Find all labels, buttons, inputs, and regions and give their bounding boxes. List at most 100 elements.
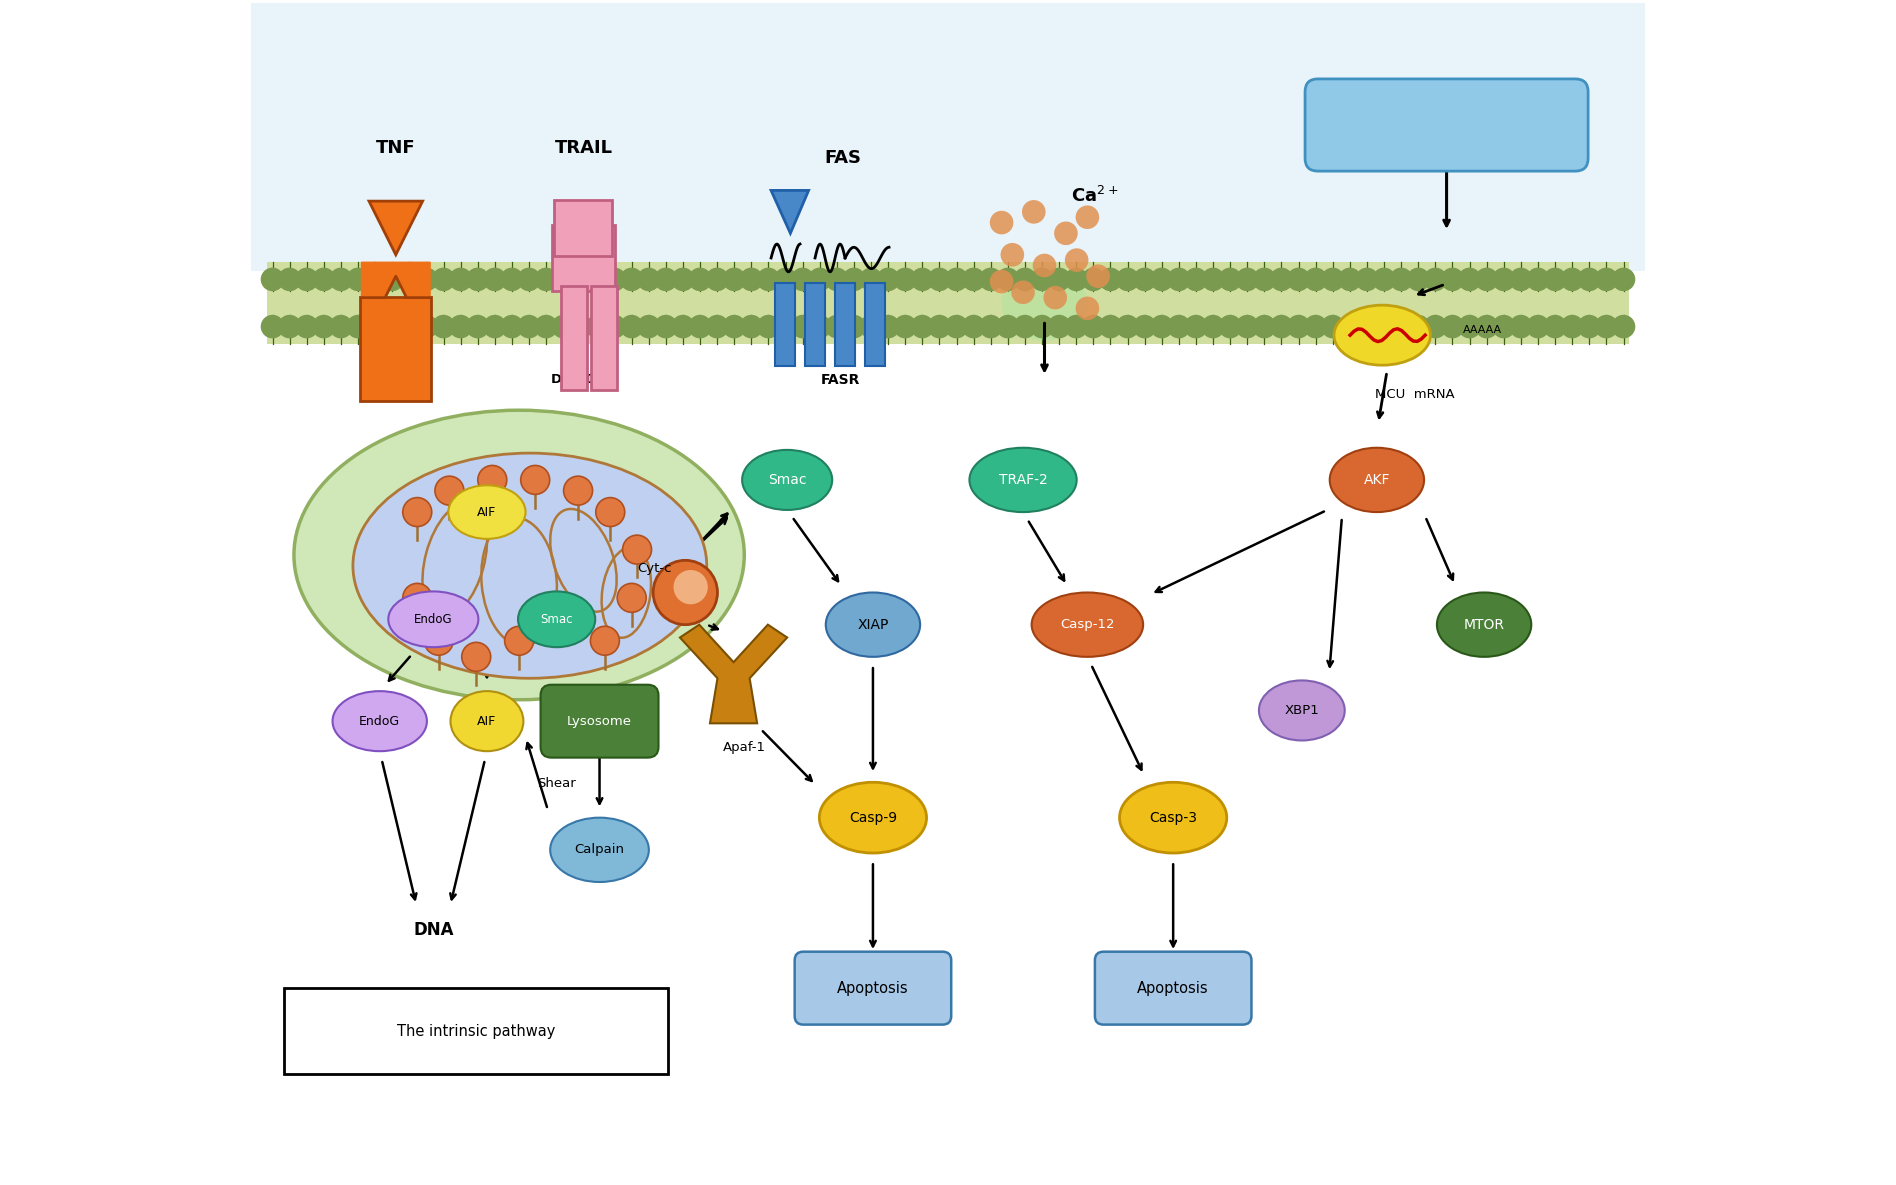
Circle shape [586, 315, 609, 339]
Circle shape [1543, 268, 1566, 292]
Text: DNA: DNA [413, 921, 453, 940]
Circle shape [1064, 315, 1088, 339]
Text: The intrinsic pathway: The intrinsic pathway [396, 1024, 556, 1038]
Polygon shape [362, 262, 430, 297]
Circle shape [313, 315, 336, 339]
Circle shape [586, 268, 609, 292]
Text: Ca$^{2+}$: Ca$^{2+}$ [1071, 186, 1119, 206]
Text: Smac: Smac [540, 613, 573, 626]
Text: Calpain: Calpain [574, 844, 624, 857]
Circle shape [1373, 315, 1395, 339]
Circle shape [1033, 254, 1056, 277]
Text: Apoptosis: Apoptosis [1138, 981, 1210, 995]
Circle shape [518, 315, 540, 339]
Circle shape [552, 315, 574, 339]
Circle shape [1424, 315, 1447, 339]
Circle shape [552, 268, 574, 292]
Circle shape [603, 268, 626, 292]
Circle shape [791, 315, 815, 339]
Circle shape [1356, 268, 1378, 292]
Circle shape [262, 268, 284, 292]
Circle shape [893, 268, 918, 292]
Circle shape [654, 315, 677, 339]
Circle shape [990, 270, 1012, 294]
Circle shape [296, 268, 319, 292]
Circle shape [1151, 268, 1174, 292]
Ellipse shape [819, 782, 927, 853]
Circle shape [1202, 268, 1225, 292]
Circle shape [1030, 315, 1054, 339]
Text: EndoG: EndoG [413, 613, 453, 626]
Circle shape [535, 315, 557, 339]
Circle shape [279, 315, 301, 339]
Circle shape [978, 315, 1003, 339]
Text: Compression: Compression [1392, 117, 1502, 133]
Circle shape [501, 268, 523, 292]
Circle shape [859, 315, 884, 339]
Circle shape [620, 268, 643, 292]
Circle shape [637, 268, 660, 292]
Circle shape [978, 268, 1003, 292]
Ellipse shape [969, 448, 1077, 512]
Text: Casp-3: Casp-3 [1149, 811, 1196, 825]
Circle shape [1475, 268, 1498, 292]
Circle shape [1509, 268, 1532, 292]
Circle shape [774, 315, 798, 339]
Circle shape [1043, 286, 1067, 309]
Circle shape [569, 315, 592, 339]
Circle shape [1509, 315, 1532, 339]
Circle shape [927, 315, 952, 339]
Circle shape [466, 268, 489, 292]
Ellipse shape [1119, 782, 1227, 853]
Circle shape [1424, 268, 1447, 292]
Text: MTOR: MTOR [1464, 617, 1505, 632]
Circle shape [1011, 281, 1035, 305]
Circle shape [1236, 315, 1259, 339]
Circle shape [425, 627, 453, 655]
Circle shape [262, 315, 284, 339]
Circle shape [1577, 268, 1600, 292]
Ellipse shape [1437, 592, 1532, 656]
Circle shape [893, 315, 918, 339]
Circle shape [1115, 268, 1139, 292]
Circle shape [1185, 315, 1208, 339]
Circle shape [739, 268, 762, 292]
Circle shape [876, 268, 901, 292]
Circle shape [449, 268, 472, 292]
Circle shape [432, 268, 455, 292]
Text: AAAAA: AAAAA [1462, 325, 1502, 335]
Circle shape [722, 315, 745, 339]
Circle shape [1064, 268, 1088, 292]
Text: TRAIL: TRAIL [554, 139, 612, 156]
Text: XBP1: XBP1 [1284, 704, 1320, 717]
FancyBboxPatch shape [552, 225, 614, 292]
Ellipse shape [389, 591, 478, 647]
FancyBboxPatch shape [806, 283, 825, 366]
Circle shape [808, 268, 832, 292]
Circle shape [1030, 268, 1054, 292]
Circle shape [313, 268, 336, 292]
Circle shape [590, 627, 620, 655]
Circle shape [652, 561, 717, 624]
Circle shape [483, 268, 506, 292]
Circle shape [637, 315, 660, 339]
Circle shape [757, 268, 781, 292]
Circle shape [466, 315, 489, 339]
Circle shape [618, 583, 647, 613]
Circle shape [483, 315, 506, 339]
Ellipse shape [518, 591, 595, 647]
Circle shape [535, 268, 557, 292]
Circle shape [705, 315, 728, 339]
Circle shape [347, 268, 370, 292]
Circle shape [1012, 268, 1037, 292]
FancyBboxPatch shape [794, 952, 952, 1025]
Circle shape [1022, 200, 1045, 224]
Circle shape [825, 268, 849, 292]
Ellipse shape [1031, 592, 1143, 656]
Circle shape [673, 570, 707, 604]
Text: Casp-9: Casp-9 [849, 811, 897, 825]
Circle shape [347, 315, 370, 339]
Circle shape [432, 315, 455, 339]
Circle shape [1356, 315, 1378, 339]
Ellipse shape [827, 592, 920, 656]
